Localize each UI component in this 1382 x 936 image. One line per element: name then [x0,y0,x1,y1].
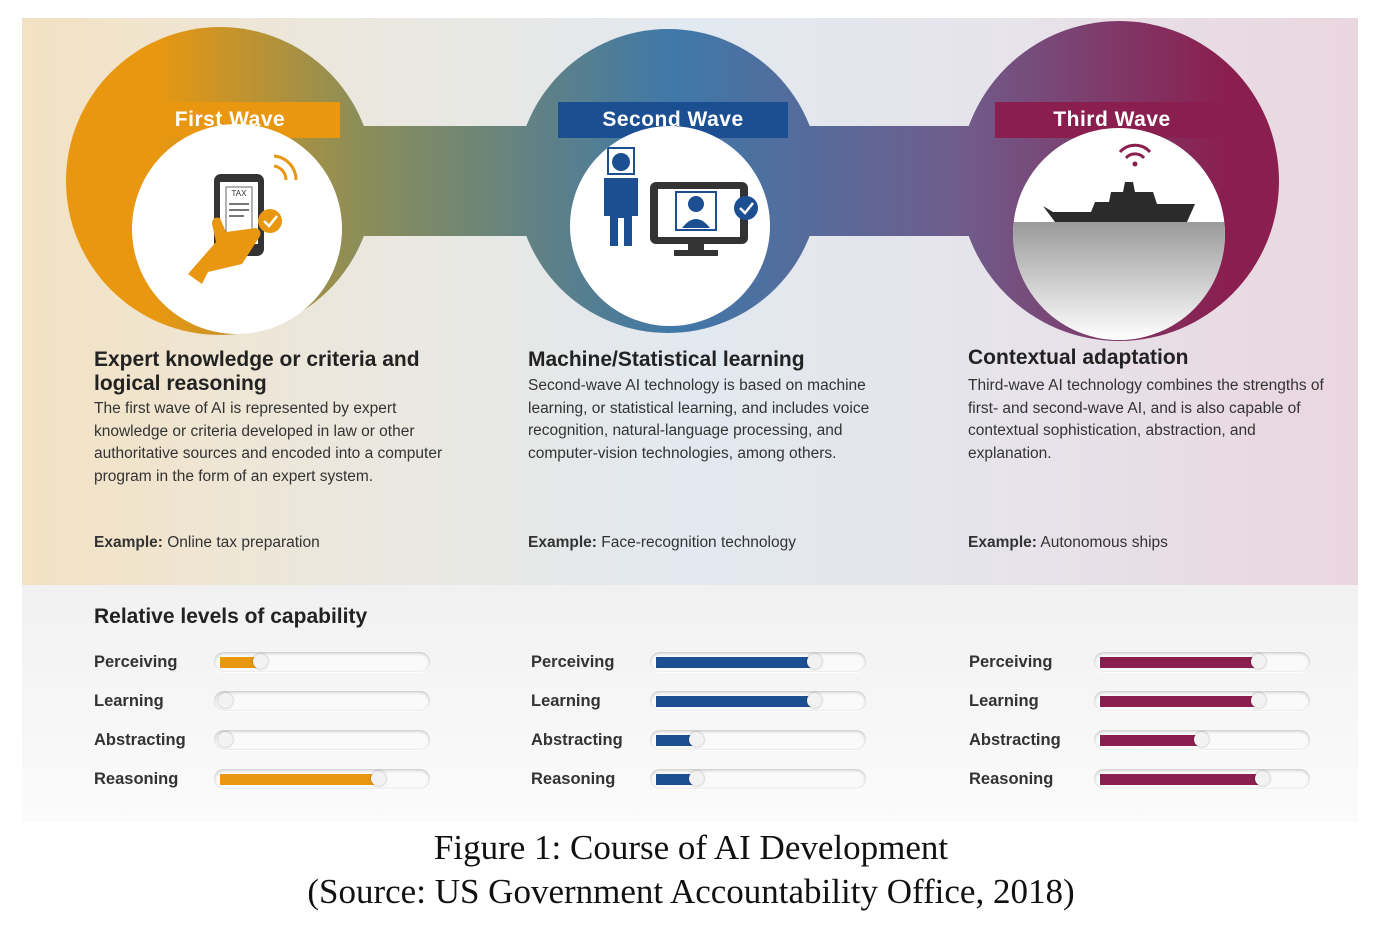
tax-phone-icon: TAX [188,154,298,284]
capability-fill [220,657,261,668]
capability-bar [214,652,430,672]
capability-knob [218,732,233,747]
capability-bar [650,652,866,672]
capability-label: Abstracting [94,731,186,749]
second-wave-circle [570,126,770,326]
autonomous-ship-icon [1013,143,1225,340]
example-label: Example: [528,534,597,551]
capability-label: Reasoning [969,770,1054,788]
capability-label: Reasoning [94,770,179,788]
capability-fill [1100,735,1202,746]
capability-fill [656,774,697,785]
capability-label: Abstracting [531,731,623,749]
capability-bar [214,691,430,711]
capability-fill [656,657,815,668]
first-wave-example: Example: Online tax preparation [94,534,320,552]
capability-knob [253,654,268,669]
tax-label: TAX [232,189,248,198]
waves-panel: First Wave TAX Expert knowledge or crite… [22,18,1358,585]
figure-caption: Figure 1: Course of AI Development (Sour… [0,826,1382,914]
capability-label: Perceiving [969,653,1053,671]
capability-heading: Relative levels of capability [94,605,368,628]
capability-knob [371,771,386,786]
second-wave-title: Machine/Statistical learning [528,348,805,371]
capability-fill [656,696,815,707]
example-label: Example: [968,534,1037,551]
first-wave-description: The first wave of AI is represented by e… [94,400,443,485]
third-wave-circle [1013,128,1225,340]
capability-knob [218,693,233,708]
first-wave-circle: TAX [132,124,342,334]
face-recognition-icon [604,147,758,256]
ai-waves-infographic: First Wave TAX Expert knowledge or crite… [22,18,1358,822]
capability-knob [1255,771,1270,786]
capability-knob [1251,654,1266,669]
capability-bar [1094,730,1310,750]
capability-bar [1094,652,1310,672]
capability-bar [1094,769,1310,789]
capability-label: Learning [531,692,601,710]
capability-label: Learning [94,692,164,710]
capability-fill [220,774,379,785]
capability-bar [650,691,866,711]
capability-bar [214,769,430,789]
capability-fill [1100,657,1259,668]
third-wave-description: Third-wave AI technology combines the st… [968,377,1324,462]
capability-label: Abstracting [969,731,1061,749]
third-wave-example: Example: Autonomous ships [968,534,1168,552]
capability-knob [689,771,704,786]
second-wave-example: Example: Face-recognition technology [528,534,796,552]
capability-bar [214,730,430,750]
example-text: Autonomous ships [1040,534,1168,551]
capability-bar [650,769,866,789]
caption-title: Figure 1: Course of AI Development [433,828,949,867]
capability-fill [1100,774,1263,785]
example-text: Face-recognition technology [601,534,796,551]
capability-bar [1094,691,1310,711]
capability-knob [689,732,704,747]
capability-knob [1251,693,1266,708]
capability-label: Perceiving [531,653,615,671]
third-wave-title: Contextual adaptation [968,346,1189,369]
capability-label: Learning [969,692,1039,710]
example-text: Online tax preparation [167,534,320,551]
capability-knob [807,693,822,708]
capability-knob [807,654,822,669]
capability-label: Perceiving [94,653,178,671]
first-wave-title: Expert knowledge or criteria and logical… [94,348,420,395]
caption-source: (Source: US Government Accountability Of… [307,872,1075,911]
capability-knob [1194,732,1209,747]
example-label: Example: [94,534,163,551]
capability-label: Reasoning [531,770,616,788]
capability-fill [1100,696,1259,707]
capability-bar [650,730,866,750]
capability-fill [656,735,697,746]
second-wave-description: Second-wave AI technology is based on ma… [528,377,870,462]
capability-panel: Relative levels of capability Perceiving… [22,585,1358,822]
